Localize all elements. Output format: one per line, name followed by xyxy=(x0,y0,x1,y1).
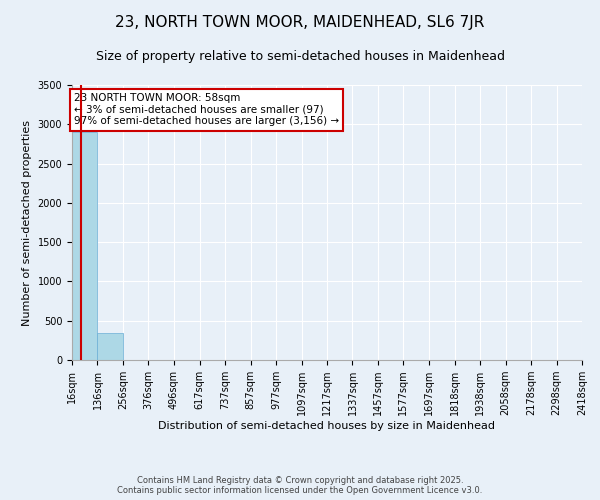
Text: Size of property relative to semi-detached houses in Maidenhead: Size of property relative to semi-detach… xyxy=(95,50,505,63)
X-axis label: Distribution of semi-detached houses by size in Maidenhead: Distribution of semi-detached houses by … xyxy=(158,421,496,431)
Text: Contains HM Land Registry data © Crown copyright and database right 2025.
Contai: Contains HM Land Registry data © Crown c… xyxy=(118,476,482,495)
Bar xyxy=(72,132,97,360)
Y-axis label: Number of semi-detached properties: Number of semi-detached properties xyxy=(22,120,32,326)
Text: 23 NORTH TOWN MOOR: 58sqm
← 3% of semi-detached houses are smaller (97)
97% of s: 23 NORTH TOWN MOOR: 58sqm ← 3% of semi-d… xyxy=(74,93,339,126)
Text: 23, NORTH TOWN MOOR, MAIDENHEAD, SL6 7JR: 23, NORTH TOWN MOOR, MAIDENHEAD, SL6 7JR xyxy=(115,15,485,30)
Bar xyxy=(97,332,123,360)
